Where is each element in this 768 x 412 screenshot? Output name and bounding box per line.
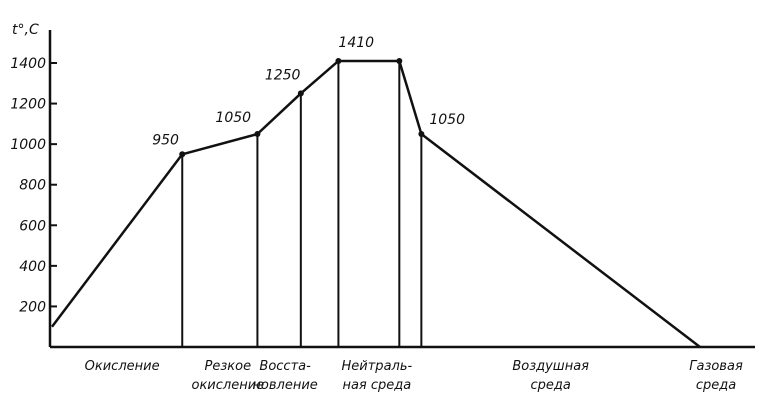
point-label: 1050 <box>429 112 465 128</box>
data-point <box>418 131 425 137</box>
zone-label-line: ная среда <box>342 378 411 393</box>
data-point <box>179 151 186 158</box>
zone-label: Газовая среда <box>689 359 743 393</box>
zone-label: Нейтраль-ная среда <box>342 359 413 393</box>
data-point <box>396 57 403 64</box>
y-tick-label: 600 <box>19 218 46 234</box>
zone-label: Окисление <box>85 359 160 374</box>
data-point <box>254 131 261 137</box>
y-tick-label: 1200 <box>10 97 46 113</box>
data-point <box>297 90 304 97</box>
zone-label-line: новление <box>252 378 317 393</box>
zone-label-line: Нейтраль- <box>342 359 413 374</box>
zone-label-line: Окисление <box>85 359 160 374</box>
zone-label-line: Восста- <box>259 359 311 374</box>
temperature-line <box>51 59 701 348</box>
zone-label-line: среда <box>696 378 736 393</box>
y-axis-title: t°,C <box>12 22 39 38</box>
point-label: 1250 <box>265 67 301 83</box>
point-label: 1050 <box>215 110 251 126</box>
zone-label-line: Газовая <box>689 359 743 374</box>
zone-label: Воздушная среда <box>512 359 589 393</box>
zone-label: Резкое окисление <box>192 359 265 393</box>
zone-label-line: среда <box>531 378 571 393</box>
zone-label: Восста-новление <box>252 359 317 393</box>
point-label: 1410 <box>338 35 374 51</box>
zone-label-line: Воздушная <box>512 359 589 374</box>
zone-label-line: окисление <box>192 378 265 393</box>
zone-label-line: Резкое <box>205 359 252 374</box>
y-tick-label: 1000 <box>10 137 46 153</box>
y-tick-label: 400 <box>19 259 46 275</box>
y-tick-label: 800 <box>19 178 46 194</box>
y-tick-label: 200 <box>19 299 46 315</box>
data-point <box>335 57 342 64</box>
point-label: 950 <box>152 132 179 148</box>
y-tick-label: 1400 <box>10 56 46 72</box>
